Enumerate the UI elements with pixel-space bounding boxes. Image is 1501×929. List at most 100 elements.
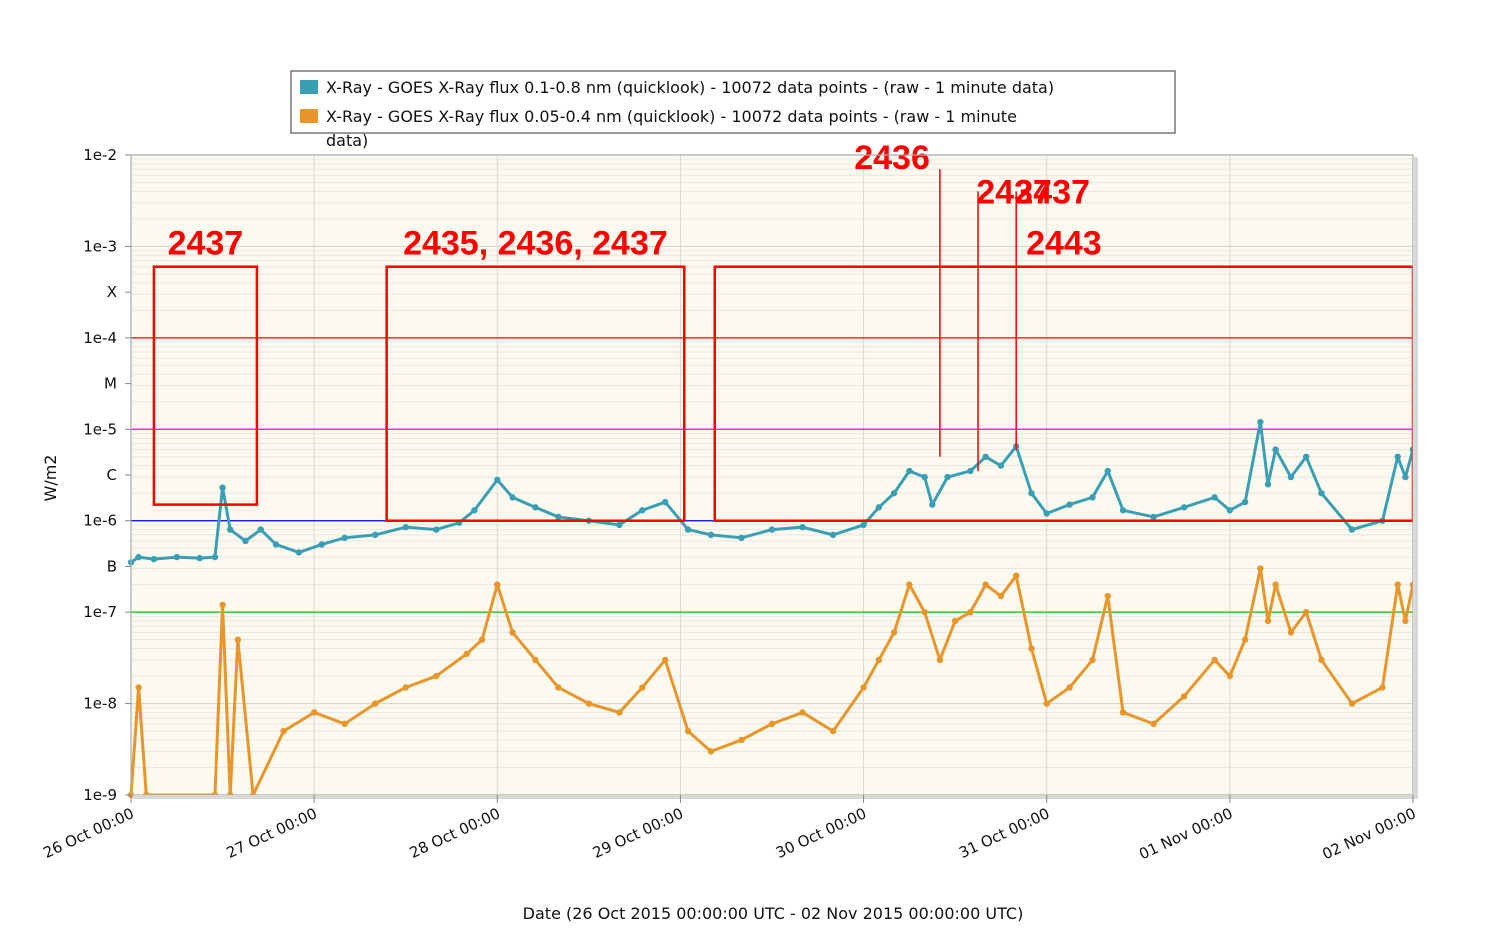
annotation-box — [152, 265, 259, 506]
y-tick-label: 1e-6 — [83, 512, 117, 530]
series-point — [402, 523, 409, 531]
series-point — [929, 501, 936, 508]
annotation-label: 2437 — [1014, 173, 1090, 211]
series-point — [1066, 501, 1073, 508]
series-point — [1348, 526, 1356, 533]
series-point — [707, 748, 715, 755]
series-point — [768, 720, 776, 728]
series-point — [890, 489, 898, 497]
series-point — [1150, 513, 1157, 521]
series-point — [532, 656, 539, 664]
series-point — [616, 709, 623, 716]
series-point — [494, 581, 501, 588]
series-point — [341, 720, 348, 728]
y-tick-label: B — [107, 557, 117, 575]
legend: X-Ray - GOES X-Ray flux 0.1-0.8 nm (quic… — [290, 70, 1176, 150]
y-tick-label: 1e-9 — [83, 786, 117, 804]
series-point — [829, 727, 837, 735]
series-point — [173, 553, 180, 561]
legend-swatch-0 — [300, 80, 318, 94]
series-point — [921, 473, 928, 481]
series-point — [890, 629, 898, 636]
series-point — [875, 504, 883, 511]
series-point — [402, 684, 409, 691]
series-point — [471, 507, 478, 514]
series-point — [211, 553, 219, 561]
legend-label-1-line-2: data) — [326, 131, 368, 150]
series-point — [1264, 481, 1272, 488]
series-point — [639, 507, 646, 514]
data-series — [127, 418, 1417, 799]
series-point — [906, 581, 913, 588]
series-point — [982, 581, 989, 588]
series-point — [1211, 494, 1218, 501]
series-point — [1402, 473, 1409, 481]
series-point — [135, 553, 142, 561]
series-point — [371, 531, 379, 539]
series-point — [272, 541, 280, 548]
y-tick-label: M — [104, 375, 117, 393]
series-point — [1257, 565, 1264, 572]
series-point — [1104, 467, 1111, 475]
series-point — [829, 531, 837, 539]
series-point — [555, 513, 562, 521]
series-point — [1066, 684, 1073, 691]
y-tick-label: 1e-5 — [83, 420, 117, 438]
series-point — [219, 484, 226, 491]
series-point — [318, 541, 325, 548]
annotation-label: 2435, 2436, 2437 — [403, 225, 668, 263]
series-point — [1394, 581, 1401, 588]
series-point — [1028, 489, 1035, 497]
series-point — [944, 473, 951, 481]
y-tick-label: 1e-2 — [83, 146, 117, 164]
series-point — [661, 498, 669, 506]
x-tick-label: 29 Oct 00:00 — [590, 804, 686, 862]
series-point — [242, 537, 249, 545]
y-tick-label: 1e-8 — [83, 695, 117, 713]
series-point — [1089, 494, 1096, 501]
series-point — [1028, 645, 1035, 652]
x-tick-label: 28 Oct 00:00 — [407, 804, 503, 862]
y-tick-label: X — [107, 283, 117, 301]
series-point — [1012, 572, 1020, 579]
series-point — [509, 494, 516, 501]
series-point — [906, 467, 913, 475]
series-point — [707, 531, 715, 539]
series-point — [257, 526, 264, 533]
series-point — [799, 523, 806, 531]
annotation-label: 2436 — [854, 139, 930, 177]
series-point — [997, 592, 1005, 600]
annotation-label: 2437 — [168, 225, 244, 263]
series-point — [1180, 693, 1188, 700]
series-point — [1348, 700, 1356, 707]
series-point — [967, 608, 974, 616]
series-point — [951, 617, 959, 625]
series-point — [310, 709, 318, 716]
x-tick-label: 31 Oct 00:00 — [956, 804, 1052, 862]
series-point — [509, 629, 516, 636]
series-point — [799, 709, 806, 716]
series-point — [982, 453, 989, 461]
series-point — [1119, 709, 1127, 716]
series-point — [1272, 446, 1279, 453]
series-point — [936, 656, 944, 664]
series-point — [875, 656, 883, 664]
series-point — [555, 684, 562, 691]
annotation-box — [385, 265, 686, 522]
series-point — [1379, 684, 1386, 691]
series-point — [1257, 418, 1264, 426]
y-axis-title: W/m2 — [41, 455, 60, 502]
legend-label-1: X-Ray - GOES X-Ray flux 0.05-0.4 nm (qui… — [326, 107, 1022, 150]
x-tick-label: 27 Oct 00:00 — [224, 804, 320, 862]
x-tick-label: 30 Oct 00:00 — [773, 804, 869, 862]
plot-frame-shadow — [1413, 157, 1418, 798]
series-point — [1394, 453, 1401, 461]
series-point — [1264, 617, 1272, 625]
y-tick-label: 1e-3 — [83, 237, 117, 255]
series-point — [1302, 453, 1310, 461]
series-point — [997, 462, 1005, 469]
series-point — [585, 700, 593, 707]
plot-background — [131, 155, 1413, 795]
x-tick-label: 02 Nov 00:00 — [1319, 804, 1418, 863]
